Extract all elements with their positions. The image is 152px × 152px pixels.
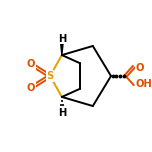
Text: H: H [58,108,66,118]
Text: S: S [46,71,54,81]
Text: O: O [27,83,35,93]
Text: OH: OH [135,79,152,89]
Polygon shape [60,39,64,55]
Text: H: H [58,34,66,44]
Text: O: O [27,59,35,69]
Text: O: O [135,63,144,73]
